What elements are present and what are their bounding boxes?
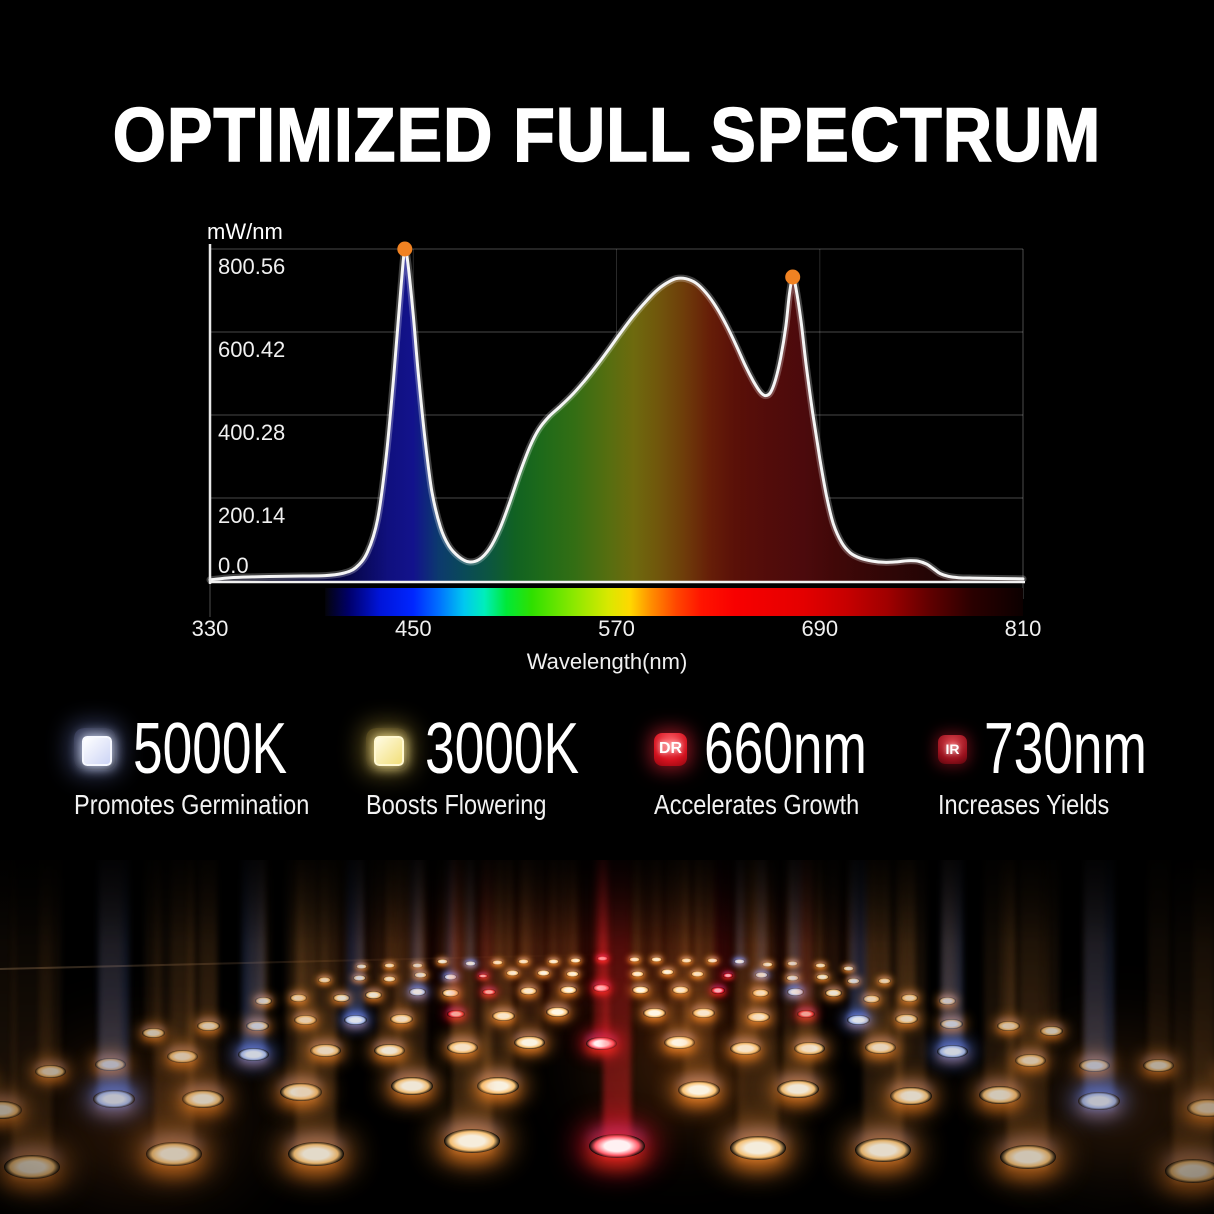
peak-marker-dot (785, 269, 801, 285)
spectrum-chart: mW/nm 800.56 600.42 400.28 200.14 0.0 330 450 57… (0, 215, 1214, 690)
x-axis-label: Wavelength(nm) (527, 649, 688, 674)
ir-badge-icon: IR (938, 734, 967, 764)
x-tick-label: 810 (1005, 616, 1042, 641)
feature-730nm-desc: Increases Yields (938, 789, 1110, 820)
feature-660nm-row: DR 660nm (654, 709, 924, 789)
feature-660nm: DR 660nm Accelerates Growth (654, 709, 924, 821)
x-tick-label: 690 (801, 616, 838, 641)
y-tick-label: 200.14 (218, 503, 285, 528)
feature-730nm: IR 730nm Increases Yields (938, 709, 1204, 821)
feature-3000k-desc: Boosts Flowering (366, 789, 547, 820)
feature-3000k-row: 3000K (366, 709, 633, 789)
led-white-icon (74, 728, 116, 770)
spectrum-curve (208, 246, 1025, 582)
feature-5000k-value: 5000K (133, 709, 288, 789)
feature-5000k-desc: Promotes Germination (74, 789, 310, 820)
feature-660nm-value: 660nm (704, 709, 867, 789)
spectrum-color-bar (325, 588, 1023, 616)
feature-3000k-value: 3000K (425, 709, 580, 789)
led-warm-icon (366, 728, 408, 770)
feature-730nm-row: IR 730nm (938, 709, 1204, 789)
led-board-photo (0, 860, 1214, 1214)
led-warm-die (374, 736, 404, 766)
peak-marker-dot (397, 241, 413, 257)
y-tick-label: 800.56 (218, 254, 285, 279)
y-tick-label: 0.0 (218, 553, 249, 578)
photo-vignette (0, 860, 1214, 1214)
y-tick-label: 600.42 (218, 337, 285, 362)
x-tick-label: 570 (598, 616, 635, 641)
feature-3000k: 3000K Boosts Flowering (366, 709, 633, 821)
x-tick-label: 450 (395, 616, 432, 641)
spectrum-chart-svg: mW/nm 800.56 600.42 400.28 200.14 0.0 330 450 57… (192, 219, 1042, 674)
dr-badge-icon: DR (654, 732, 687, 766)
page-title: OPTIMIZED FULL SPECTRUM (112, 92, 1102, 179)
feature-660nm-desc: Accelerates Growth (654, 789, 860, 820)
x-tick-label: 330 (192, 616, 229, 641)
feature-730nm-value: 730nm (984, 709, 1147, 789)
feature-5000k-row: 5000K (74, 709, 354, 789)
y-axis-unit-label: mW/nm (207, 219, 283, 244)
feature-5000k: 5000K Promotes Germination (74, 709, 354, 821)
y-tick-label: 400.28 (218, 420, 285, 445)
led-white-die (82, 736, 112, 766)
